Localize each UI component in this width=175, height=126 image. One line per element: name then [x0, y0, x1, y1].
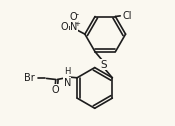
- Text: O: O: [70, 12, 78, 22]
- Text: H: H: [64, 67, 71, 76]
- Text: O: O: [51, 85, 59, 95]
- Text: +: +: [74, 21, 80, 27]
- Text: -: -: [75, 10, 78, 19]
- Text: N: N: [64, 77, 71, 87]
- Text: Cl: Cl: [123, 11, 132, 21]
- Text: N: N: [70, 22, 77, 32]
- Text: S: S: [100, 60, 107, 70]
- Text: O: O: [61, 22, 69, 32]
- Text: Br: Br: [25, 73, 35, 83]
